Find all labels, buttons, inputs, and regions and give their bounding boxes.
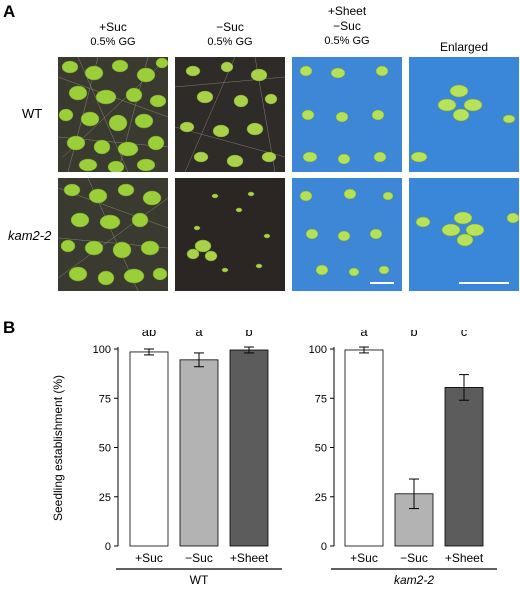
column-header-sheet: +Sheet −Suc 0.5% GG — [324, 4, 370, 47]
row-label-wt: WT — [22, 106, 43, 121]
significance-letter: a — [360, 330, 368, 339]
significance-letter: b — [410, 330, 417, 339]
x-tick-label: +Suc — [135, 551, 163, 565]
x-tick-label: +Sheet — [230, 551, 269, 565]
y-tick-label: 50 — [99, 443, 111, 455]
bar — [444, 387, 484, 547]
y-tick-label: 75 — [99, 393, 111, 405]
significance-letter: b — [245, 330, 252, 339]
x-tick-label: +Sheet — [445, 551, 484, 565]
y-axis-label: Seedling establishment (%) — [51, 375, 65, 521]
photo-kam2-plus-suc — [58, 178, 168, 291]
y-tick-label: 50 — [315, 443, 327, 455]
x-tick-label: −Suc — [400, 551, 428, 565]
group-label: kam2-2 — [394, 573, 434, 587]
scale-bar — [459, 282, 509, 284]
photo-wt-minus-suc — [175, 57, 285, 172]
chart-wt: 0 25 50 75 100 ab +Suc a −Suc b +Sheet WT — [93, 330, 282, 587]
bar-charts: Seedling establishment (%) 0255075100ab+… — [51, 330, 497, 587]
panel-b-letter: B — [3, 318, 16, 337]
panel-a-letter: A — [3, 2, 16, 21]
scale-bar — [370, 282, 394, 284]
chart-kam2-2: 0 25 50 75 100 a +Suc b −Suc c +Sheet kam2-2 — [309, 330, 497, 587]
group-label: WT — [190, 573, 209, 587]
significance-letter: c — [461, 330, 468, 339]
column-header-enlarged: Enlarged — [439, 40, 489, 54]
column-header-plus-suc: +Suc 0.5% GG — [90, 20, 136, 48]
photo-wt-plus-suc — [58, 57, 168, 172]
photo-kam2-enlarged — [409, 178, 519, 291]
y-tick-label: 25 — [99, 492, 111, 504]
column-header-minus-suc: −Suc 0.5% GG — [207, 20, 253, 48]
photo-wt-sheet — [292, 57, 402, 172]
photo-wt-enlarged — [409, 57, 519, 172]
significance-letter: ab — [142, 330, 156, 339]
y-tick-label: 25 — [315, 492, 327, 504]
x-tick-label: +Suc — [350, 551, 378, 565]
y-tick-label: 100 — [309, 344, 327, 356]
photo-kam2-sheet — [292, 178, 402, 291]
y-tick-label: 0 — [105, 541, 111, 553]
bar — [179, 359, 219, 547]
y-tick-label: 0 — [321, 541, 327, 553]
y-tick-label: 100 — [93, 344, 111, 356]
row-label-kam2-2: kam2-2 — [8, 228, 52, 243]
photo-kam2-minus-suc — [175, 178, 285, 291]
x-tick-label: −Suc — [185, 551, 213, 565]
bar — [129, 351, 169, 547]
bar — [229, 349, 269, 547]
bar — [344, 349, 384, 547]
y-tick-label: 75 — [315, 393, 327, 405]
significance-letter: a — [195, 330, 203, 339]
